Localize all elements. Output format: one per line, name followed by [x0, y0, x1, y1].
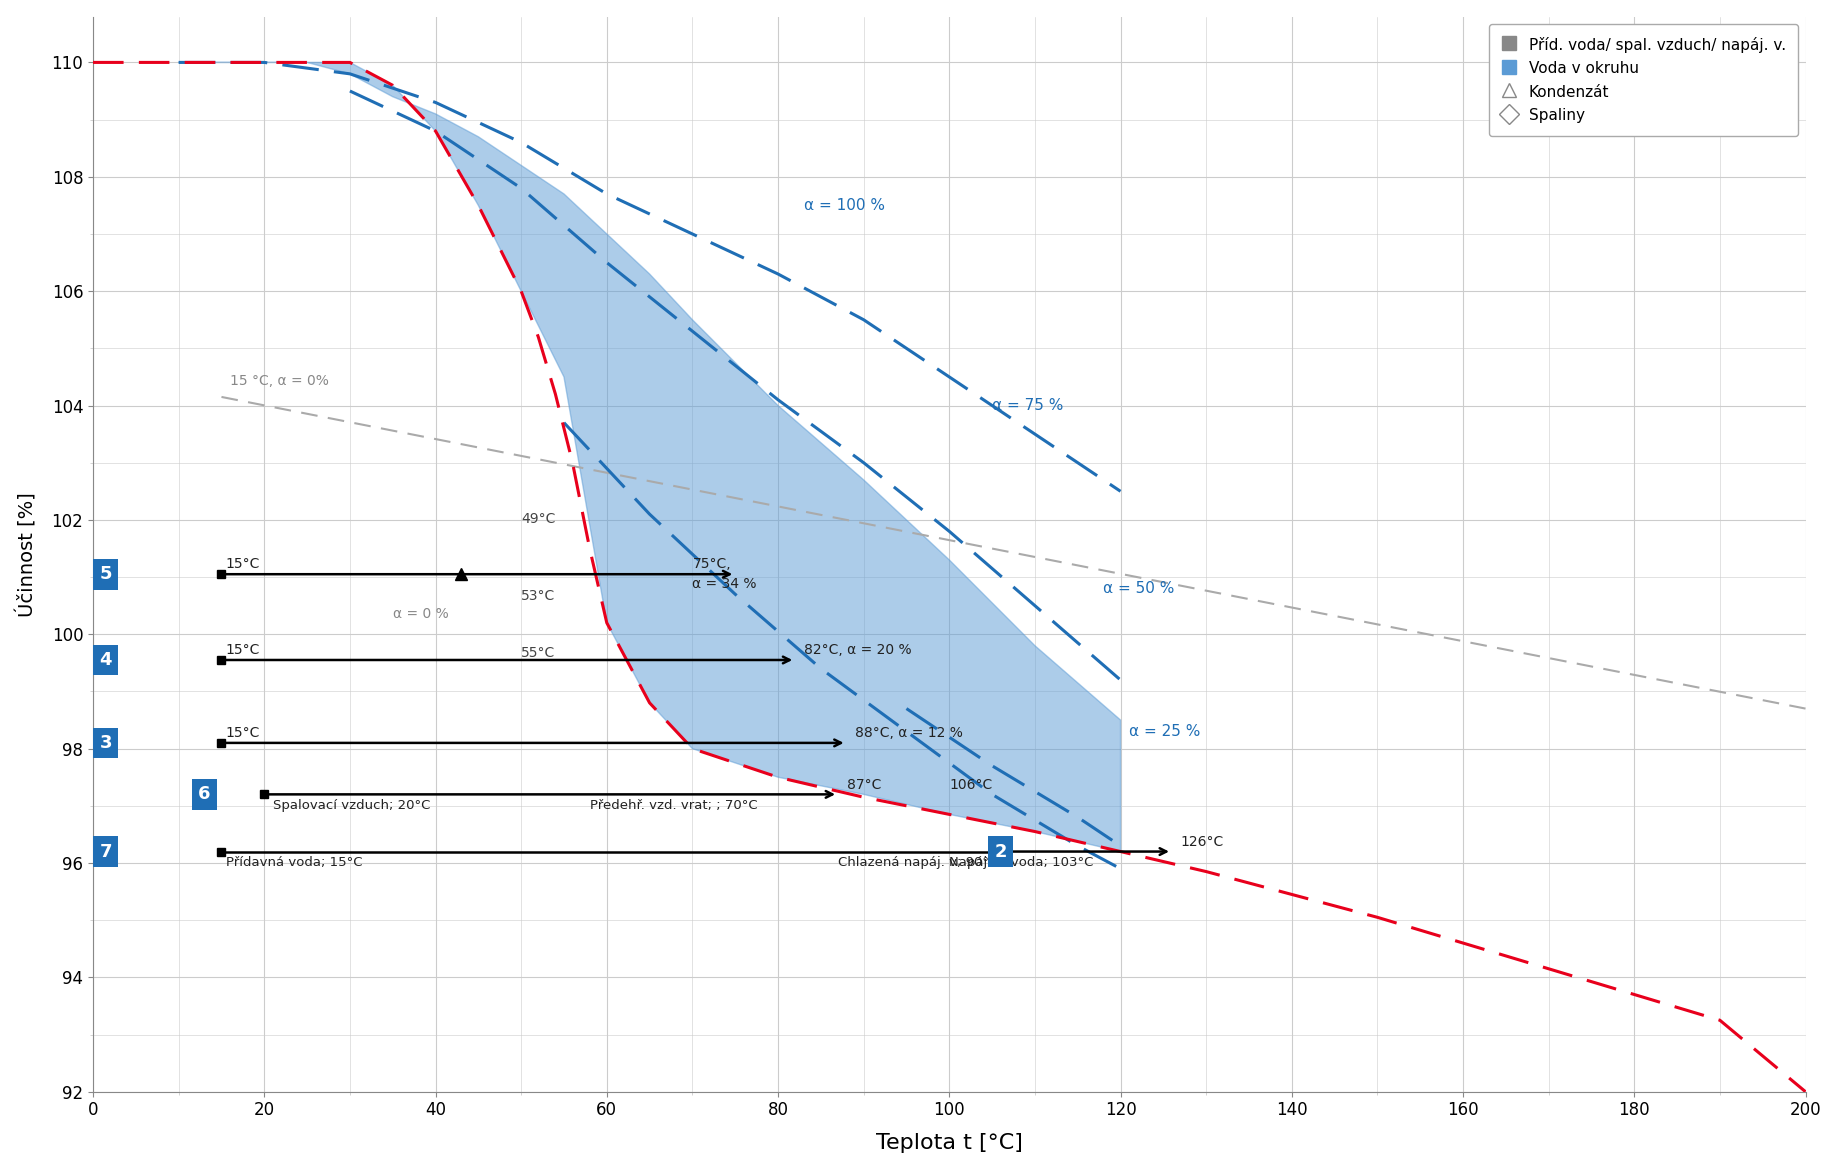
Text: 87°C: 87°C: [847, 778, 880, 792]
Text: 75°C,: 75°C,: [693, 557, 732, 571]
Text: 5: 5: [99, 565, 112, 583]
Text: α = 50 %: α = 50 %: [1103, 581, 1174, 596]
Text: 4: 4: [99, 651, 112, 669]
Y-axis label: Účinnost [%]: Účinnost [%]: [17, 491, 37, 617]
Text: 15°C: 15°C: [226, 644, 261, 658]
Text: 15 °C, α = 0%: 15 °C, α = 0%: [230, 374, 329, 388]
Text: 49°C: 49°C: [522, 511, 555, 525]
Text: Chlazená napáj. v; 90°C: Chlazená napáj. v; 90°C: [838, 856, 998, 869]
Text: Předehř. vzd. vrat; ; 70°C: Předehř. vzd. vrat; ; 70°C: [590, 799, 757, 812]
Text: α = 0 %: α = 0 %: [393, 607, 448, 621]
Text: α = 34 %: α = 34 %: [693, 577, 757, 591]
Text: 55°C: 55°C: [522, 646, 555, 660]
Text: 53°C: 53°C: [522, 589, 555, 603]
Text: Spalovací vzduch; 20°C: Spalovací vzduch; 20°C: [272, 799, 430, 812]
Text: 15°C: 15°C: [226, 727, 261, 741]
Legend: Příd. voda/ spal. vzduch/ napáj. v., Voda v okruhu, Kondenzát, Spaliny: Příd. voda/ spal. vzduch/ napáj. v., Vod…: [1489, 25, 1798, 136]
Text: 88°C, α = 12 %: 88°C, α = 12 %: [855, 727, 963, 741]
Text: 82°C, α = 20 %: 82°C, α = 20 %: [803, 644, 912, 658]
Text: α = 75 %: α = 75 %: [993, 398, 1064, 413]
Text: 106°C: 106°C: [948, 778, 993, 792]
Text: 126°C: 126°C: [1180, 834, 1224, 848]
Text: 15°C: 15°C: [226, 557, 261, 571]
Text: 2: 2: [994, 842, 1007, 861]
Text: α = 100 %: α = 100 %: [803, 198, 884, 213]
Text: Přídavná voda; 15°C: Přídavná voda; 15°C: [226, 856, 362, 869]
Text: 3: 3: [99, 734, 112, 752]
Polygon shape: [178, 62, 1121, 852]
X-axis label: Teplota t [°C]: Teplota t [°C]: [877, 1134, 1022, 1154]
Text: 6: 6: [199, 785, 211, 804]
Text: α = 25 %: α = 25 %: [1129, 724, 1200, 739]
Text: Napájecí voda; 103°C: Napájecí voda; 103°C: [948, 856, 1094, 869]
Text: 7: 7: [99, 842, 112, 861]
